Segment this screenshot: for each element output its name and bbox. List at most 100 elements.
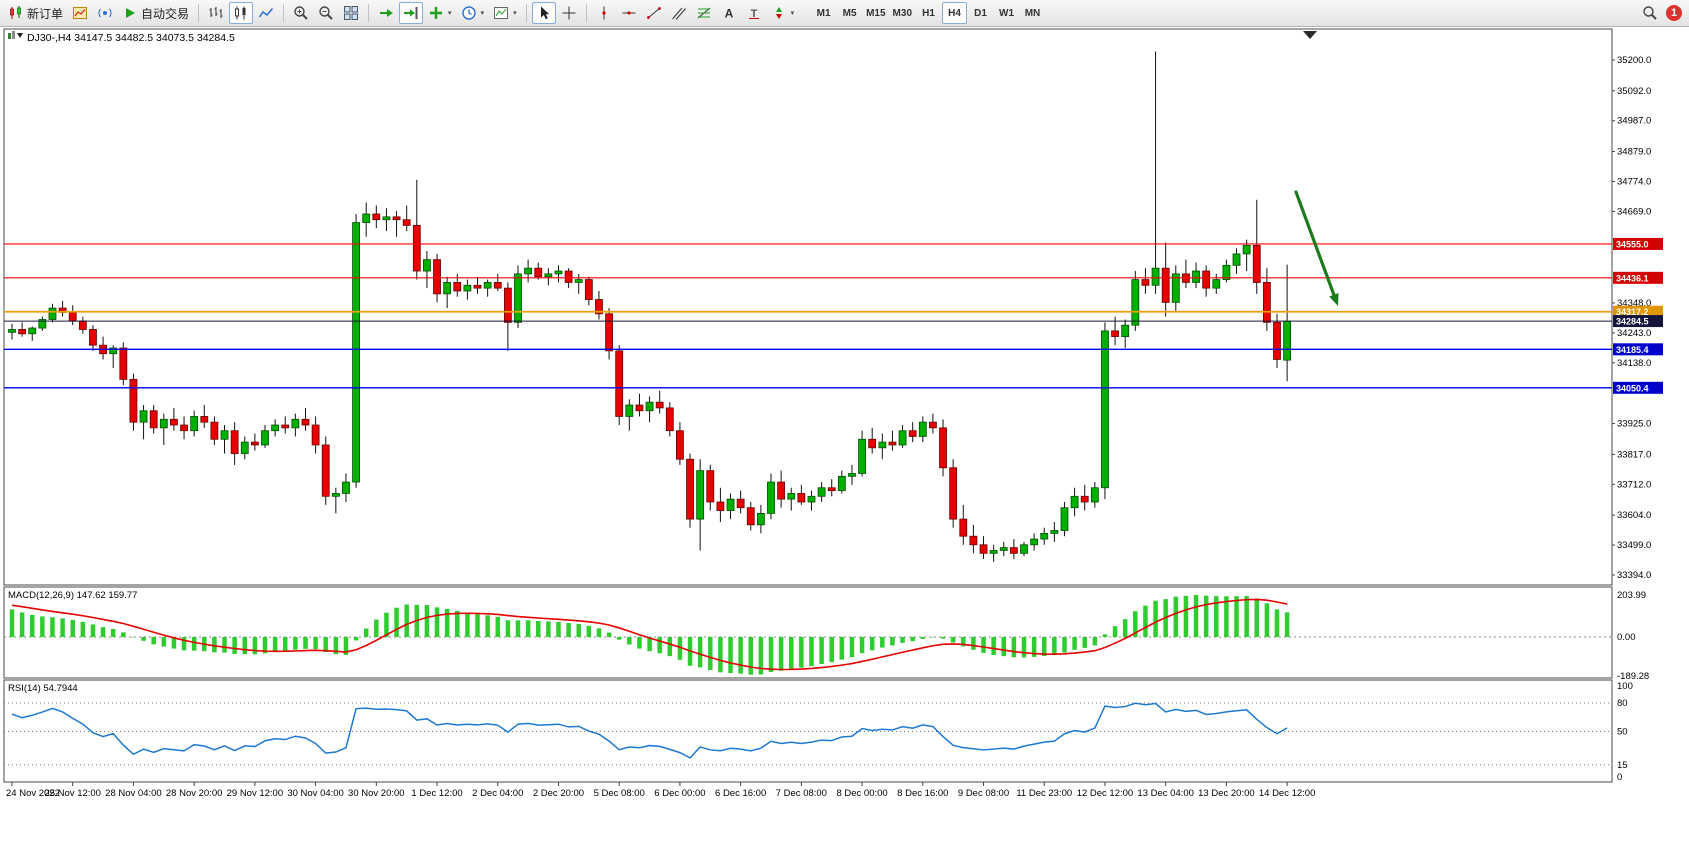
text-button[interactable]: A [717, 2, 741, 24]
svg-text:2 Dec 20:00: 2 Dec 20:00 [533, 788, 584, 799]
search-icon [1642, 5, 1658, 21]
tile-windows-icon [343, 5, 359, 21]
rsi-label: RSI(14) 54.7944 [8, 683, 78, 694]
autotrading-label: 自动交易 [141, 6, 190, 21]
svg-text:34555.0: 34555.0 [1616, 239, 1649, 249]
symbol-ohlc-label: DJ30-,H4 34147.5 34482.5 34073.5 34284.5 [8, 31, 235, 44]
timeframe-w1-button[interactable]: W1 [994, 2, 1019, 24]
svg-text:30 Nov 20:00: 30 Nov 20:00 [348, 788, 405, 799]
svg-text:35200.0: 35200.0 [1617, 55, 1651, 66]
text-label-button[interactable]: T [742, 2, 766, 24]
svg-text:34284.5: 34284.5 [1616, 317, 1649, 327]
bar-chart-button[interactable] [204, 2, 228, 24]
svg-text:14 Dec 12:00: 14 Dec 12:00 [1259, 788, 1316, 799]
chart-shift-marker[interactable] [1303, 31, 1317, 39]
alerts-button[interactable] [93, 2, 117, 24]
autotrading-button[interactable]: 自动交易 [118, 2, 193, 24]
toolbar-separator [283, 4, 285, 22]
line-chart-button[interactable] [254, 2, 278, 24]
chart-window-icon [72, 5, 88, 21]
timeframe-m5-button[interactable]: M5 [837, 2, 862, 24]
clock-icon [461, 5, 477, 21]
svg-text:0: 0 [1617, 772, 1622, 783]
toolbar-separator [585, 4, 587, 22]
svg-text:6 Dec 16:00: 6 Dec 16:00 [715, 788, 766, 799]
timeframe-m1-button[interactable]: M1 [811, 2, 836, 24]
fibonacci-icon [696, 5, 712, 21]
chevron-down-icon: ▾ [448, 10, 452, 17]
cursor-arrow-icon [536, 5, 552, 21]
svg-text:28 Nov 04:00: 28 Nov 04:00 [105, 788, 162, 799]
timeframe-h1-button[interactable]: H1 [916, 2, 941, 24]
svg-text:A: A [724, 7, 733, 21]
templates-button[interactable]: ▾ [489, 2, 521, 24]
svg-text:12 Dec 12:00: 12 Dec 12:00 [1077, 788, 1134, 799]
crosshair-button[interactable] [557, 2, 581, 24]
svg-text:25 Nov 12:00: 25 Nov 12:00 [44, 788, 101, 799]
trendline-button[interactable] [642, 2, 666, 24]
search-button[interactable] [1638, 2, 1662, 24]
svg-text:6 Dec 00:00: 6 Dec 00:00 [654, 788, 705, 799]
svg-text:0.00: 0.00 [1617, 632, 1636, 643]
support-resistance-lines[interactable] [4, 243, 1612, 389]
candlestick-chart-button[interactable] [229, 2, 254, 24]
svg-text:34669.0: 34669.0 [1617, 206, 1651, 217]
vertical-line-icon [596, 5, 612, 21]
svg-text:5 Dec 08:00: 5 Dec 08:00 [594, 788, 645, 799]
notification-badge[interactable]: 1 [1666, 5, 1682, 21]
charts-button[interactable] [68, 2, 92, 24]
timeframe-m30-button[interactable]: M30 [890, 2, 915, 24]
svg-text:13 Dec 04:00: 13 Dec 04:00 [1137, 788, 1194, 799]
new-order-icon [8, 5, 24, 21]
svg-text:9 Dec 08:00: 9 Dec 08:00 [958, 788, 1009, 799]
candlestick-layer [8, 51, 1292, 562]
svg-text:34185.4: 34185.4 [1616, 345, 1649, 355]
cursor-button[interactable] [531, 2, 556, 24]
auto-scroll-button[interactable] [374, 2, 398, 24]
chart-shift-icon [403, 5, 419, 21]
svg-text:8 Dec 00:00: 8 Dec 00:00 [836, 788, 887, 799]
chevron-down-icon: ▾ [480, 10, 485, 17]
svg-text:29 Nov 12:00: 29 Nov 12:00 [227, 788, 284, 799]
trendline-icon [646, 5, 662, 21]
horizontal-line-button[interactable] [617, 2, 641, 24]
fibonacci-button[interactable] [692, 2, 716, 24]
chevron-down-icon: ▾ [790, 10, 795, 17]
vertical-line-button[interactable] [592, 2, 616, 24]
svg-text:24 Nov 2022: 24 Nov 2022 [6, 788, 60, 799]
timeframe-mn-button[interactable]: MN [1020, 2, 1045, 24]
svg-text:33817.0: 33817.0 [1617, 449, 1651, 460]
periods-button[interactable]: ▾ [457, 2, 489, 24]
svg-text:33499.0: 33499.0 [1617, 540, 1651, 551]
timeframe-d1-button[interactable]: D1 [968, 2, 993, 24]
tile-windows-button[interactable] [339, 2, 363, 24]
arrows-button[interactable]: ▾ [767, 2, 799, 24]
toolbar-separator [368, 4, 370, 22]
zoom-out-icon [318, 5, 334, 21]
annotation-arrow[interactable] [1294, 190, 1339, 306]
svg-text:34774.0: 34774.0 [1617, 176, 1651, 187]
text-label-icon: T [746, 5, 762, 21]
zoom-out-button[interactable] [314, 2, 338, 24]
signal-icon [97, 5, 113, 21]
svg-text:T: T [750, 8, 757, 20]
zoom-in-button[interactable] [289, 2, 313, 24]
timeframe-m15-button[interactable]: M15 [863, 2, 888, 24]
timeframe-group: M1 M5 M15 M30 H1 H4 D1 W1 MN [811, 2, 1045, 24]
svg-text:-189.28: -189.28 [1617, 671, 1649, 682]
indicators-icon [428, 5, 444, 21]
indicators-button[interactable]: ▾ [424, 2, 456, 24]
svg-text:33712.0: 33712.0 [1617, 479, 1651, 490]
svg-text:33604.0: 33604.0 [1617, 510, 1651, 521]
channel-button[interactable] [667, 2, 691, 24]
svg-text:35092.0: 35092.0 [1617, 86, 1651, 97]
svg-text:1 Dec 12:00: 1 Dec 12:00 [411, 788, 462, 799]
timeframe-h4-button[interactable]: H4 [942, 2, 967, 24]
new-order-button[interactable]: 新订单 [4, 2, 67, 24]
svg-text:7 Dec 08:00: 7 Dec 08:00 [776, 788, 827, 799]
ohlc-bars-icon [208, 5, 224, 21]
chart-shift-button[interactable] [399, 2, 424, 24]
